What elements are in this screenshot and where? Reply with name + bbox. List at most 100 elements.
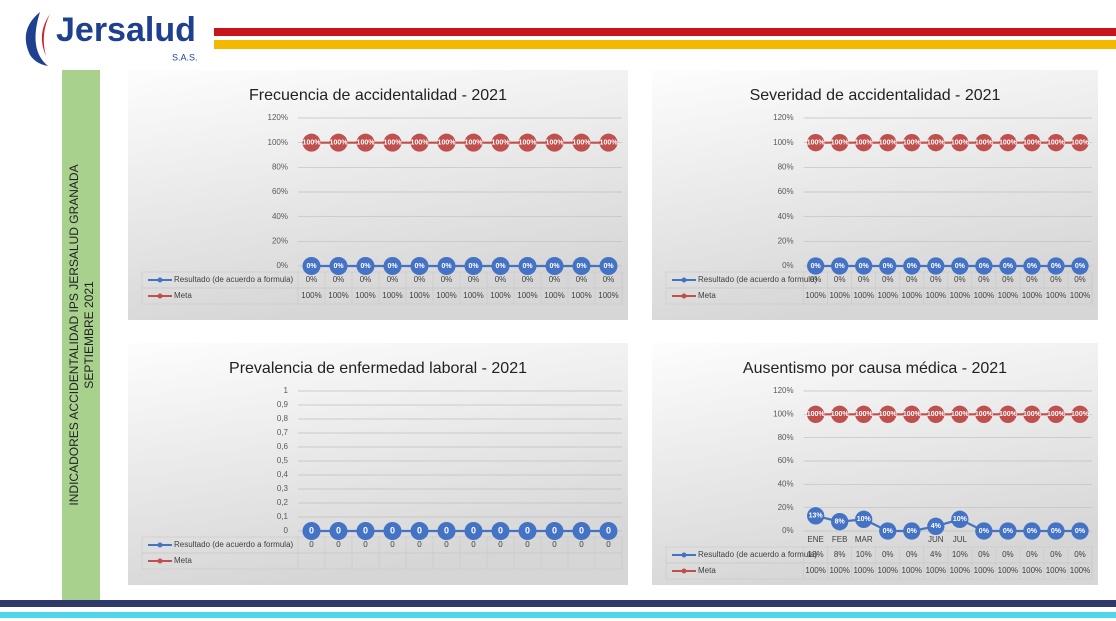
data-label: 100% [1071,411,1090,418]
data-label: 4% [931,523,942,530]
data-label: 8% [835,519,846,526]
table-value: 100% [355,291,375,300]
table-value: 100% [805,566,825,575]
data-label: 100% [807,140,826,147]
data-point [855,510,873,528]
data-label: 100% [831,140,850,147]
table-value: 100% [829,566,849,575]
legend-marker [681,277,687,283]
table-value: 0% [1050,275,1062,284]
data-point [1047,405,1065,423]
data-label: 100% [879,411,898,418]
data-label: 0% [931,263,942,270]
table-value: 100% [998,566,1018,575]
y-tick-label: 0,7 [277,428,289,437]
table-value: 0% [603,275,615,284]
data-label: 0 [552,525,557,535]
data-point [903,134,921,152]
y-tick-label: 80% [778,162,794,171]
data-point [356,133,375,152]
legend-marker [157,542,163,548]
y-tick-label: 20% [778,503,794,512]
data-label: 0% [883,528,894,535]
table-value: 100% [902,291,922,300]
table-value: 100% [301,291,321,300]
data-point [855,257,873,275]
data-label: 0% [360,263,371,270]
data-label: 0 [444,525,449,535]
data-label: 100% [1023,140,1042,147]
data-label: 0% [576,263,587,270]
y-tick-label: 120% [773,386,793,395]
table-value: 100% [878,566,898,575]
data-label: 0% [979,528,990,535]
table-value: 0% [360,275,372,284]
table-value: 0% [1002,275,1014,284]
data-label: 0% [603,263,614,270]
data-point [1023,134,1041,152]
table-value: 0% [1026,275,1038,284]
y-tick-label: 60% [272,187,288,196]
data-label: 0% [522,263,533,270]
data-label: 100% [975,411,994,418]
table-value: 0% [468,275,480,284]
legend-label: Resultado (de acuerdo a formula) [174,275,294,284]
data-point [491,257,510,275]
table-value: 0% [906,550,918,559]
data-point [927,257,945,275]
data-point [879,257,897,275]
data-point [807,257,825,275]
data-point [572,522,591,540]
data-point [383,133,402,152]
data-label: 100% [465,140,484,147]
table-value: 0% [882,550,894,559]
table-value: 13% [808,550,824,559]
data-label: 100% [600,140,619,147]
data-label: 0% [907,528,918,535]
table-value: 0% [858,275,870,284]
data-label: 100% [357,140,376,147]
table-value: 0 [498,540,503,549]
legend-marker [157,558,163,564]
table-value: 0% [834,275,846,284]
table-value: 0% [576,275,588,284]
table-value: 100% [1022,291,1042,300]
chart-background [128,70,628,320]
chart-background [128,343,628,585]
data-label: 0% [495,263,506,270]
data-point [975,257,993,275]
data-point [518,522,537,540]
data-label: 0% [333,263,344,270]
data-label: 100% [573,140,592,147]
table-value: 100% [571,291,591,300]
footer-bar [0,612,1116,618]
data-point [329,257,348,275]
data-point [855,134,873,152]
table-value: 100% [409,291,429,300]
y-tick-label: 0,1 [277,512,289,521]
y-tick-label: 0% [276,261,288,270]
data-point [807,405,825,423]
table-value: 100% [829,291,849,300]
y-tick-label: 40% [272,212,288,221]
table-value: 100% [902,566,922,575]
data-label: 100% [855,140,874,147]
data-label: 0% [979,263,990,270]
data-point [951,134,969,152]
legend-label: Resultado (de acuerdo a formula) [698,550,818,559]
data-point [879,405,897,423]
data-label: 0% [811,263,822,270]
y-tick-label: 100% [773,409,793,418]
table-value: 100% [1022,566,1042,575]
data-label: 100% [855,411,874,418]
table-value: 100% [490,291,510,300]
table-value: 0% [1026,550,1038,559]
legend-marker [157,277,163,283]
y-tick-label: 0,5 [277,456,289,465]
data-label: 100% [999,140,1018,147]
data-point [464,133,483,152]
data-label: 100% [1023,411,1042,418]
table-value: 10% [952,550,968,559]
table-value: 0% [978,275,990,284]
data-label: 0% [859,263,870,270]
